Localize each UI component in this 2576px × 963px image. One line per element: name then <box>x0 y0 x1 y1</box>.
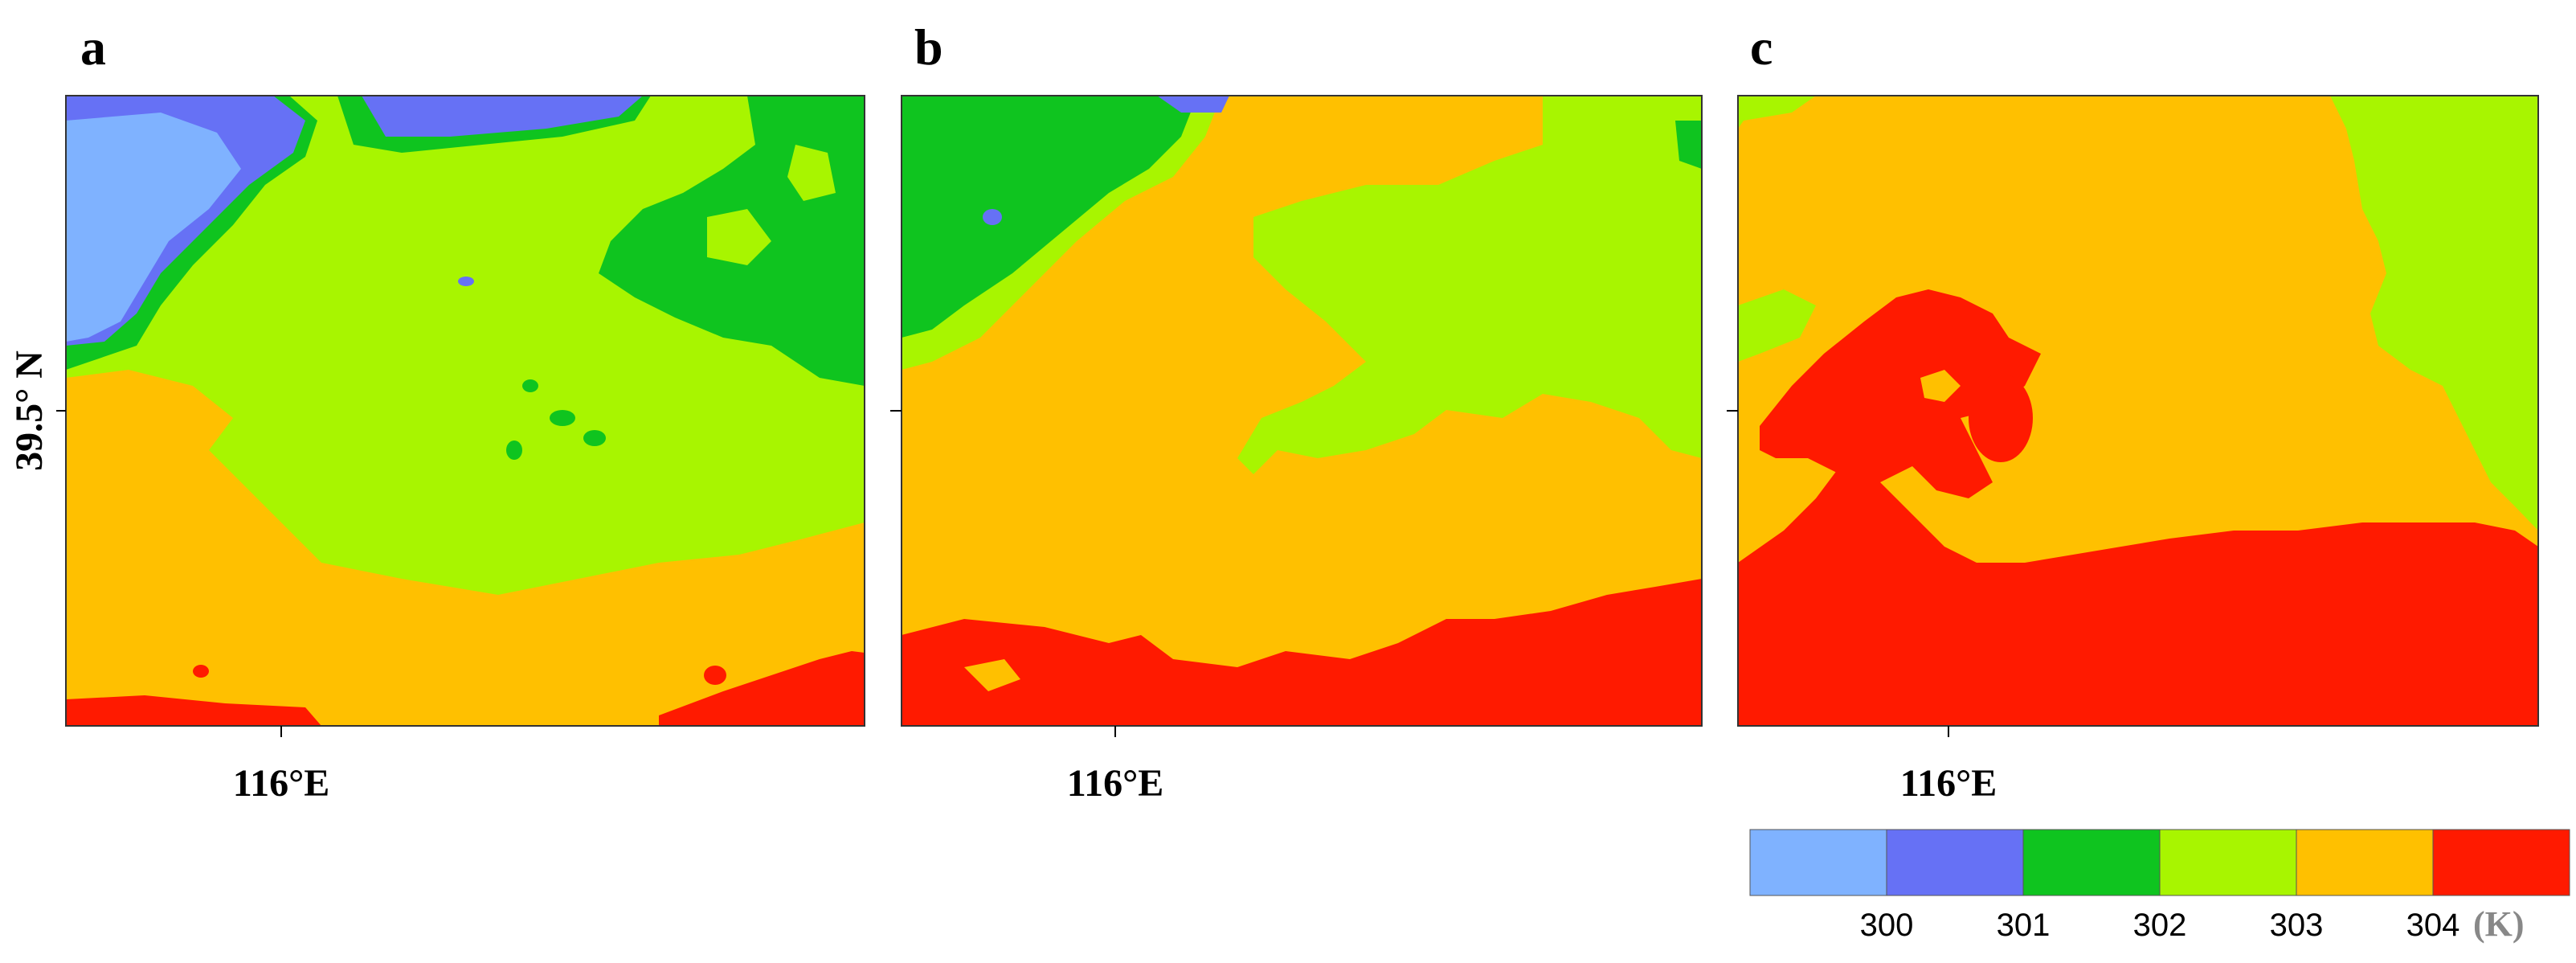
panel-c-label: c <box>1750 18 1773 76</box>
map-panel-a <box>66 96 865 726</box>
colorbar-tick-label: 302 <box>2133 908 2187 943</box>
map-panel-c <box>1738 96 2538 726</box>
colorbar-tick-labels: 300 301 302 303 304 <box>1860 908 2460 943</box>
colorbar-swatch <box>2296 829 2434 896</box>
colorbar-unit: (K) <box>2473 904 2525 944</box>
lon-label-b: 116°E <box>1067 762 1164 805</box>
colorbar-tick-label: 304 <box>2406 908 2460 943</box>
panel-b-label: b <box>914 18 943 76</box>
panel-a-label: a <box>80 18 106 76</box>
colorbar-swatch <box>2022 829 2161 896</box>
lon-label-a: 116°E <box>233 762 330 805</box>
colorbar-swatch <box>1886 829 2024 896</box>
lat-label: 39.5° N <box>8 350 51 471</box>
colorbar-tick-label: 300 <box>1860 908 1914 943</box>
colorbar-tick-label: 303 <box>2270 908 2324 943</box>
map-panel-b <box>902 96 1702 726</box>
lon-label-c: 116°E <box>1900 762 1997 805</box>
colorbar-tick-label: 301 <box>1997 908 2051 943</box>
colorbar-swatch <box>2159 829 2297 896</box>
colorbar-swatch <box>1749 829 1887 896</box>
colorbar <box>1749 829 2570 896</box>
colorbar-swatch <box>2432 829 2570 896</box>
